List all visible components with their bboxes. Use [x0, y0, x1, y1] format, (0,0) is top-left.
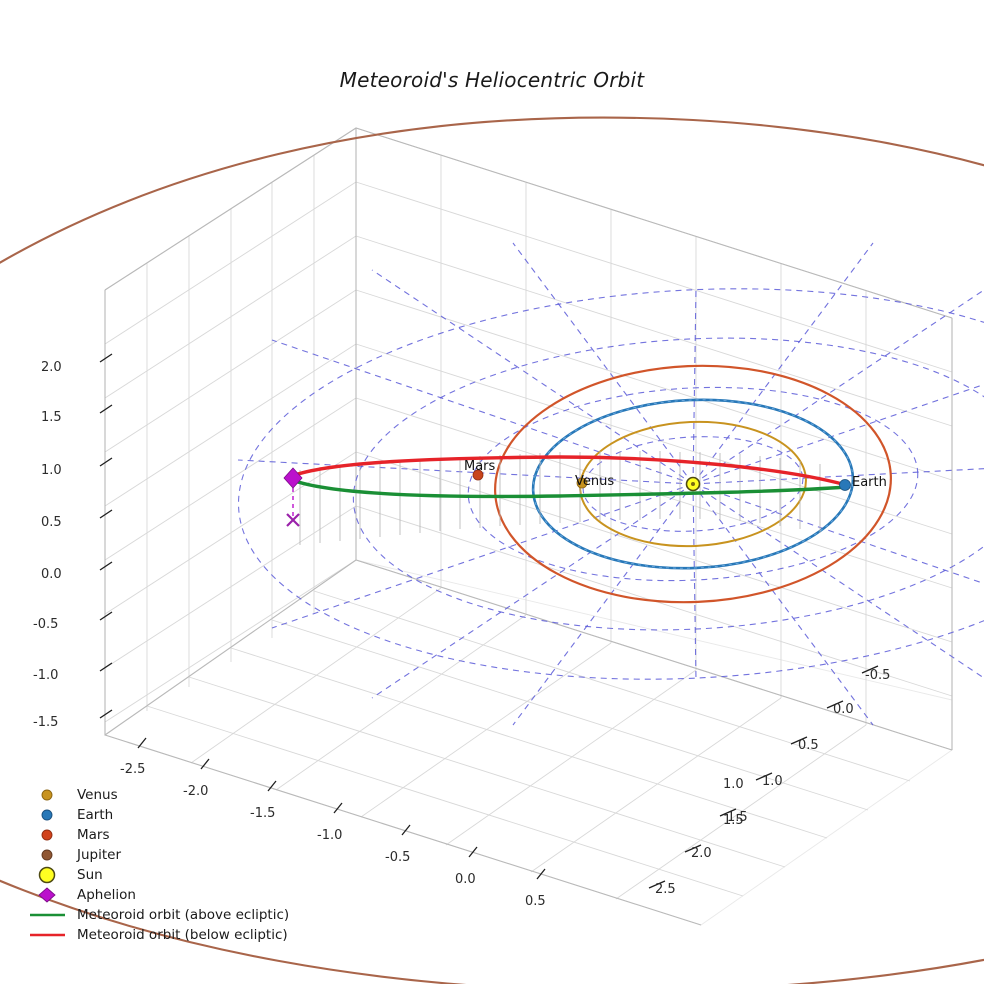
- planet-labels: Mars Venus Earth: [464, 459, 887, 490]
- legend-item-earth[interactable]: Earth: [41, 807, 113, 823]
- planet-orbits: [494, 364, 892, 604]
- legend-label: Venus: [77, 787, 118, 803]
- legend-item-jupiter[interactable]: Jupiter: [41, 847, 121, 863]
- polar-spokes: [237, 242, 984, 726]
- z-tick: 1.5: [41, 410, 62, 425]
- label-venus: Venus: [575, 474, 614, 489]
- z-tick: -1.5: [33, 715, 58, 730]
- legend-label: Earth: [77, 807, 113, 823]
- y-tick: 2.0: [691, 846, 712, 861]
- y-axis-tick-labels: -0.5 0.0 0.5 1.0 1.5 2.0 2.5: [655, 668, 890, 897]
- legend-item-above-ecliptic[interactable]: Meteoroid orbit (above ecliptic): [30, 907, 289, 923]
- orbit-jupiter: [0, 116, 984, 984]
- legend-item-sun[interactable]: Sun: [38, 866, 103, 884]
- sun-marker: [685, 476, 701, 492]
- meteoroid-droplines: [299, 451, 821, 545]
- legend-marker-sun-icon: [38, 866, 56, 884]
- meteoroid-orbit-above-ecliptic: [290, 478, 848, 499]
- aphelion-group: [283, 467, 303, 527]
- z-tick: -1.0: [33, 668, 58, 683]
- x-tick: -1.5: [250, 806, 275, 821]
- x-tick: 0.0: [455, 872, 476, 887]
- legend-label: Meteoroid orbit (above ecliptic): [77, 907, 289, 923]
- meteoroid-orbit-below-ecliptic: [290, 455, 848, 487]
- z-axis-tick-labels: 2.0 1.5 1.0 0.5 0.0 -0.5 -1.0 -1.5: [33, 360, 62, 730]
- y-tick: 2.5: [655, 882, 676, 897]
- y-tick: 1.0: [762, 774, 783, 789]
- label-earth: Earth: [852, 475, 887, 490]
- z-tick: -0.5: [33, 617, 58, 632]
- legend-label: Aphelion: [77, 887, 136, 903]
- x-tick: -2.5: [120, 762, 145, 777]
- legend-marker-aphelion-icon: [38, 887, 56, 903]
- meteoroid-orbit: [290, 455, 848, 499]
- legend-marker-mars-icon: [41, 829, 53, 841]
- x-tick: -0.5: [385, 850, 410, 865]
- right-wall-grid: [355, 127, 953, 751]
- axis-tick-marks: [99, 353, 879, 889]
- x-tick: 1.0: [723, 777, 744, 792]
- legend-label: Meteoroid orbit (below ecliptic): [77, 927, 288, 943]
- legend-item-venus[interactable]: Venus: [41, 787, 118, 803]
- legend-label: Mars: [77, 827, 110, 843]
- z-tick: 0.5: [41, 515, 62, 530]
- z-tick: 1.0: [41, 463, 62, 478]
- planet-marker-earth: [839, 479, 851, 491]
- orbit-earth-dash: [532, 399, 854, 569]
- y-tick: 1.5: [727, 810, 748, 825]
- planet-markers: [472, 469, 851, 491]
- z-tick: 0.0: [41, 567, 62, 582]
- legend-marker-earth-icon: [41, 809, 53, 821]
- orbit-mars: [494, 364, 892, 604]
- legend-marker-jupiter-icon: [41, 849, 53, 861]
- left-wall-grid: [104, 127, 357, 736]
- legend-item-below-ecliptic[interactable]: Meteoroid orbit (below ecliptic): [30, 927, 288, 943]
- aphelion-marker: [283, 467, 303, 489]
- legend-label: Sun: [77, 867, 103, 883]
- x-tick: -2.0: [183, 784, 208, 799]
- legend: Venus Earth Mars Jupiter Sun: [30, 787, 289, 943]
- label-mars: Mars: [464, 459, 496, 474]
- y-tick: 0.0: [833, 702, 854, 717]
- x-tick: 0.5: [525, 894, 546, 909]
- x-tick: -1.0: [317, 828, 342, 843]
- z-tick: 2.0: [41, 360, 62, 375]
- legend-label: Jupiter: [76, 847, 121, 863]
- legend-item-aphelion[interactable]: Aphelion: [38, 887, 136, 903]
- legend-item-mars[interactable]: Mars: [41, 827, 110, 843]
- y-tick: 0.5: [798, 738, 819, 753]
- planet-marker-venus: [576, 477, 588, 489]
- legend-marker-venus-icon: [41, 789, 53, 801]
- axes-panes: [103, 127, 954, 926]
- planet-marker-mars: [472, 469, 484, 481]
- y-tick: -0.5: [865, 668, 890, 683]
- x-tick: 1.5: [723, 813, 744, 828]
- polar-grid-ecliptic: [237, 242, 984, 726]
- x-axis-tick-labels: -2.5 -2.0 -1.5 -1.0 -0.5 0.0 0.5 1.0 1.5: [120, 762, 744, 909]
- page-title: Meteoroid's Heliocentric Orbit: [339, 68, 645, 92]
- aphelion-projection-x-icon: [286, 513, 300, 527]
